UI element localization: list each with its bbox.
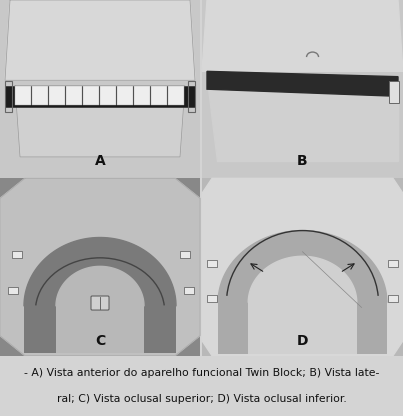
Bar — [388, 295, 398, 302]
Bar — [202, 178, 403, 356]
Polygon shape — [207, 80, 398, 161]
Bar — [207, 295, 217, 302]
Text: ral; C) Vista oclusal superior; D) Vista oclusal inferior.: ral; C) Vista oclusal superior; D) Vista… — [57, 394, 346, 404]
Bar — [15, 86, 31, 105]
Bar — [218, 302, 387, 354]
Text: D: D — [297, 334, 308, 349]
Polygon shape — [0, 178, 200, 356]
Bar — [100, 86, 116, 105]
Bar — [168, 86, 183, 105]
Bar — [32, 86, 48, 105]
Polygon shape — [248, 256, 357, 302]
Bar — [188, 81, 195, 112]
Bar — [12, 251, 22, 258]
Polygon shape — [202, 178, 403, 356]
Bar — [117, 86, 133, 105]
Bar — [202, 0, 403, 178]
Bar — [56, 306, 144, 353]
Polygon shape — [207, 71, 398, 97]
Text: - A) Vista anterior do aparelho funcional Twin Block; B) Vista late-: - A) Vista anterior do aparelho funciona… — [24, 368, 379, 378]
Polygon shape — [15, 86, 185, 157]
Bar — [83, 86, 98, 105]
Bar — [184, 287, 194, 294]
Polygon shape — [56, 266, 144, 306]
Bar — [0, 0, 200, 178]
Text: A: A — [95, 154, 105, 168]
Bar — [5, 81, 12, 112]
Bar — [388, 260, 398, 267]
Bar — [134, 86, 150, 105]
Polygon shape — [5, 0, 195, 80]
Text: B: B — [297, 154, 308, 168]
Bar — [389, 82, 399, 104]
Bar — [49, 86, 64, 105]
Bar — [248, 302, 357, 354]
Polygon shape — [202, 0, 403, 71]
FancyBboxPatch shape — [91, 296, 109, 310]
Bar — [151, 86, 166, 105]
Bar — [5, 86, 195, 107]
Polygon shape — [218, 230, 387, 302]
Bar — [180, 251, 190, 258]
Polygon shape — [24, 238, 176, 306]
Bar — [24, 306, 176, 353]
Bar — [8, 287, 18, 294]
Bar — [66, 86, 81, 105]
Text: C: C — [95, 334, 105, 349]
Bar — [207, 260, 217, 267]
Bar — [0, 178, 200, 356]
